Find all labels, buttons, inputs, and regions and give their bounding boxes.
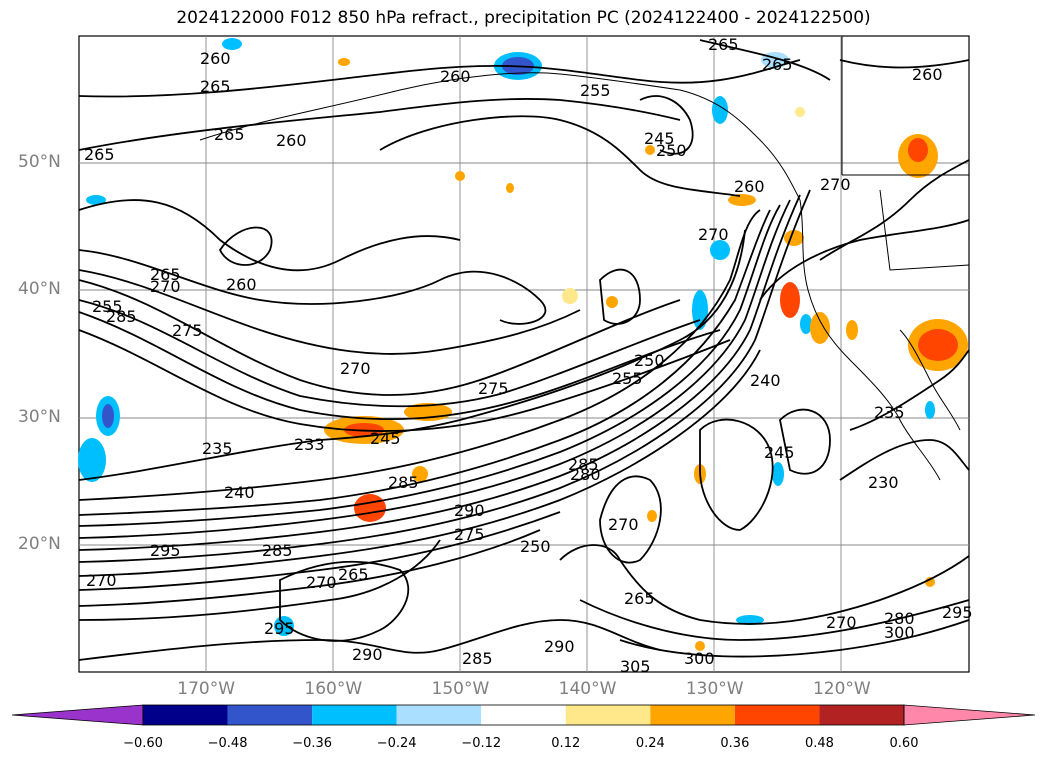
colorbar-tick: −0.12 bbox=[461, 736, 502, 751]
contour-label: 285 bbox=[462, 649, 493, 668]
contour-label: 270 bbox=[698, 225, 729, 244]
contour-label: 265 bbox=[200, 77, 231, 96]
contour-label: 265 bbox=[214, 125, 245, 144]
contour-label: 265 bbox=[150, 265, 181, 284]
contour-label: 260 bbox=[200, 49, 231, 68]
contour-label: 305 bbox=[620, 657, 651, 676]
colorbar-tick: −0.48 bbox=[207, 736, 248, 751]
colorbar-tick: −0.36 bbox=[292, 736, 333, 751]
contour-label: 270 bbox=[86, 571, 117, 590]
contour-label: 245 bbox=[370, 429, 401, 448]
contour-label: 265 bbox=[762, 55, 793, 74]
contour-label: 300 bbox=[684, 649, 715, 668]
colorbar-swatch bbox=[143, 705, 228, 725]
latitude-label: 20°N bbox=[18, 533, 61, 554]
contour-label: 280 bbox=[884, 609, 915, 628]
contour-label: 270 bbox=[150, 277, 181, 296]
contour-label: 240 bbox=[224, 483, 255, 502]
precip-shading bbox=[78, 38, 968, 651]
contour-label: 285 bbox=[262, 541, 293, 560]
longitude-label: 150°W bbox=[431, 679, 490, 699]
colorbar-tick: −0.24 bbox=[376, 736, 417, 751]
contour-label: 233 bbox=[294, 435, 325, 454]
contour-label: 245 bbox=[644, 129, 675, 148]
contour-label: 235 bbox=[874, 403, 905, 422]
longitude-label: 120°W bbox=[812, 679, 871, 699]
colorbar-swatch bbox=[396, 705, 482, 725]
contour-label: 260 bbox=[734, 177, 765, 196]
latitude-label: 50°N bbox=[18, 152, 61, 173]
contour-label: 265 bbox=[708, 35, 739, 54]
colorbar-swatch bbox=[819, 705, 904, 725]
colorbar-frame bbox=[142, 704, 905, 726]
contour-labels: 260 265 260 255 265 265 265 265 260 245 … bbox=[84, 35, 973, 676]
contour-label: 255 bbox=[92, 297, 123, 316]
contour-label: 280 bbox=[570, 465, 601, 484]
contour-label: 240 bbox=[750, 371, 781, 390]
colorbar-swatch bbox=[734, 705, 820, 725]
colorbar-tick: 0.48 bbox=[804, 736, 834, 751]
contour-label: 230 bbox=[868, 473, 899, 492]
colorbar bbox=[11, 704, 1036, 726]
contour-label: 300 bbox=[884, 623, 915, 642]
colorbar-tick: 0.60 bbox=[889, 736, 919, 751]
contour-label: 260 bbox=[226, 275, 257, 294]
contour-label: 285 bbox=[388, 473, 419, 492]
contour-label: 260 bbox=[440, 67, 471, 86]
colorbar-extend-low bbox=[11, 704, 144, 726]
contour-label: 270 bbox=[340, 359, 371, 378]
coastlines bbox=[199, 36, 970, 481]
contour-label: 290 bbox=[352, 645, 383, 664]
contour-label: 245 bbox=[764, 443, 795, 462]
contour-label: 265 bbox=[338, 565, 369, 584]
contour-label: 275 bbox=[172, 321, 203, 340]
map-frame bbox=[78, 35, 970, 673]
graticule bbox=[79, 36, 969, 672]
contour-label: 265 bbox=[84, 145, 115, 164]
colorbar-swatch bbox=[312, 705, 397, 725]
colorbar-extend-high bbox=[903, 704, 1036, 726]
contour-label: 295 bbox=[150, 541, 181, 560]
contour-label: 290 bbox=[454, 501, 485, 520]
colorbar-swatch bbox=[481, 705, 566, 725]
contour-label: 235 bbox=[202, 439, 233, 458]
colorbar-tick: −0.60 bbox=[123, 736, 163, 751]
contour-label: 260 bbox=[276, 131, 307, 150]
map-title: 2024122000 F012 850 hPa refract., precip… bbox=[176, 8, 871, 28]
contour-label: 290 bbox=[544, 637, 575, 656]
contour-label: 295 bbox=[942, 603, 973, 622]
latitude-label: 30°N bbox=[18, 406, 61, 427]
colorbar-swatch bbox=[565, 705, 651, 725]
contour-label: 295 bbox=[264, 619, 295, 638]
contour-label: 275 bbox=[478, 379, 509, 398]
latitude-label: 40°N bbox=[18, 279, 61, 300]
longitude-label: 160°W bbox=[304, 679, 363, 699]
contour-label: 285 bbox=[106, 307, 137, 326]
contour-label: 255 bbox=[612, 369, 643, 388]
map-panel: 260 265 260 255 265 265 265 265 260 245 … bbox=[78, 35, 973, 676]
contour-label: 265 bbox=[624, 589, 655, 608]
contour-label: 270 bbox=[820, 175, 851, 194]
contour-label: 270 bbox=[306, 573, 337, 592]
longitude-label: 170°W bbox=[177, 679, 236, 699]
contour-label: 255 bbox=[580, 81, 611, 100]
contour-label: 270 bbox=[826, 613, 857, 632]
refractivity-contours bbox=[78, 39, 970, 661]
contour-label: 275 bbox=[454, 525, 485, 544]
colorbar-tick: 0.24 bbox=[635, 736, 665, 751]
contour-label: 270 bbox=[608, 515, 639, 534]
colorbar-tick: 0.36 bbox=[720, 736, 750, 751]
longitude-label: 130°W bbox=[685, 679, 744, 699]
contour-label: 285 bbox=[568, 455, 599, 474]
contour-label: 250 bbox=[634, 351, 665, 370]
contour-label: 250 bbox=[656, 141, 687, 160]
colorbar-swatch bbox=[227, 705, 313, 725]
contour-label: 260 bbox=[912, 65, 943, 84]
longitude-label: 140°W bbox=[558, 679, 617, 699]
contour-label: 250 bbox=[520, 537, 551, 556]
colorbar-tick: 0.12 bbox=[551, 736, 581, 751]
colorbar-swatch bbox=[650, 705, 735, 725]
